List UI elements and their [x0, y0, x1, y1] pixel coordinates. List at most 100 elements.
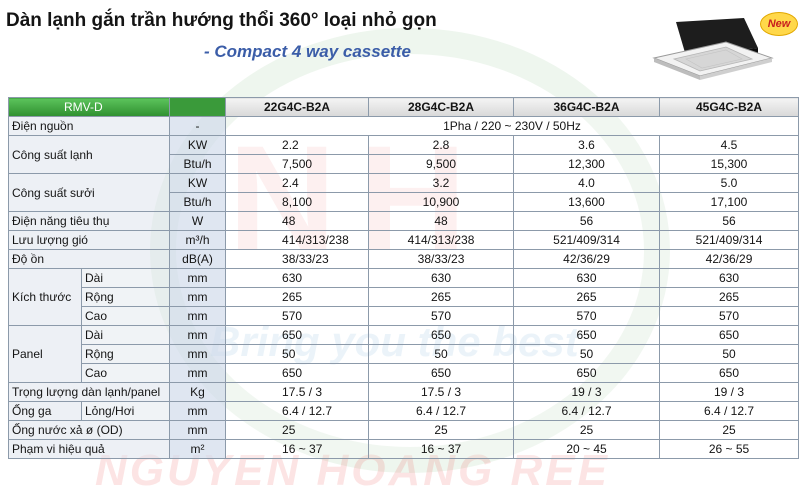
value-cell: 650: [659, 363, 800, 383]
value-cell: 1Pha / 220 ~ 230V / 50Hz: [225, 116, 800, 136]
unit-cell: Btu/h: [169, 154, 227, 174]
table-row: Điện nguồn -1Pha / 220 ~ 230V / 50Hz: [7, 116, 800, 136]
value-cell: 17.5 / 3: [225, 382, 370, 402]
row-sublabel: Dài: [80, 268, 171, 288]
cassette-unit-image: [652, 18, 774, 80]
row-label: Điện nguồn: [7, 116, 171, 136]
row-group-label: Kích thước: [8, 268, 82, 326]
value-cell: 650: [659, 325, 800, 345]
table-header-row: RMV-D 22G4C-B2A 28G4C-B2A 36G4C-B2A 45G4C-B2…: [7, 97, 800, 117]
row-label: Lưu lượng gió: [7, 230, 171, 250]
row-group-label: Panel: [8, 325, 82, 383]
new-badge: New: [760, 12, 798, 36]
unit-cell: mm: [169, 420, 227, 440]
model-name-header: 28G4C-B2A: [368, 97, 515, 117]
table-row: Kích thước Dài mm 630 630 630 630: [8, 268, 800, 326]
page-title: Dàn lạnh gắn trần hướng thổi 360° loại n…: [6, 10, 437, 31]
table-row: Phạm vi hiệu quả m² 16 ~ 37 16 ~ 37 20 ~ 45 2…: [7, 439, 800, 459]
row-sublabel: Cao: [80, 363, 171, 383]
value-cell: 48: [225, 211, 370, 231]
unit-cell: mm: [169, 344, 227, 364]
unit-cell: KW: [169, 173, 227, 193]
row-sublabel: Rộng: [80, 344, 171, 364]
value-cell: 17,100: [659, 192, 800, 212]
row-group-label: Công suất lạnh: [7, 135, 171, 174]
value-cell: 17.5 / 3: [368, 382, 515, 402]
value-cell: 2.4: [225, 173, 370, 193]
value-cell: 50: [659, 344, 800, 364]
value-cell: 19 / 3: [513, 382, 661, 402]
value-cell: 265: [659, 287, 800, 307]
value-cell: 20 ~ 45: [513, 439, 661, 459]
model-name-header: 36G4C-B2A: [513, 97, 661, 117]
spec-table: RMV-D 22G4C-B2A 28G4C-B2A 36G4C-B2A 45G4C-B2…: [7, 97, 800, 459]
table-row: Btu/h 8,100 10,900 13,600 17,100: [9, 192, 800, 212]
row-group-label: Công suất sưởi: [7, 173, 171, 212]
unit-cell: KW: [169, 135, 227, 155]
value-cell: 570: [225, 306, 370, 326]
value-cell: 2.8: [368, 135, 515, 155]
value-cell: 4.5: [659, 135, 800, 155]
value-cell: 56: [659, 211, 800, 231]
value-cell: 38/33/23: [225, 249, 370, 269]
value-cell: 10,900: [368, 192, 515, 212]
value-cell: 42/36/29: [659, 249, 800, 269]
row-sublabel: Dài: [80, 325, 171, 345]
row-sublabel: Lỏng/Hơi: [80, 401, 171, 421]
value-cell: 650: [225, 325, 370, 345]
value-cell: 650: [368, 325, 515, 345]
unit-cell: mm: [169, 287, 227, 307]
value-cell: 7,500: [225, 154, 370, 174]
table-row: Btu/h 7,500 9,500 12,300 15,300: [9, 154, 800, 174]
value-cell: 265: [368, 287, 515, 307]
row-sublabel: Rộng: [80, 287, 171, 307]
value-cell: 521/409/314: [513, 230, 661, 250]
row-label: Phạm vi hiệu quả: [7, 439, 171, 459]
table-row: Công suất sưởi KW 2.4 3.2 4.0 5.0: [7, 173, 800, 212]
unit-cell: mm: [169, 306, 227, 326]
value-cell: 6.4 / 12.7: [368, 401, 515, 421]
value-cell: 6.4 / 12.7: [513, 401, 661, 421]
header-unit-cell: [169, 97, 227, 117]
value-cell: 25: [368, 420, 515, 440]
value-cell: 570: [368, 306, 515, 326]
table-row: Panel Dài mm 650 650 650 650: [8, 325, 800, 383]
value-cell: 6.4 / 12.7: [659, 401, 800, 421]
value-cell: 630: [659, 268, 800, 288]
value-cell: 4.0: [513, 173, 661, 193]
value-cell: 650: [225, 363, 370, 383]
value-cell: 2.2: [225, 135, 370, 155]
table-row: Trọng lượng dàn lạnh/panel Kg 17.5 / 3 17.5…: [7, 382, 800, 402]
unit-cell: Kg: [169, 382, 227, 402]
value-cell: 16 ~ 37: [368, 439, 515, 459]
table-row: Ống ga Lỏng/Hơi mm 6.4 / 12.7 6.4 / 12.7 6.4 …: [8, 401, 800, 421]
value-cell: 630: [368, 268, 515, 288]
value-cell: 56: [513, 211, 661, 231]
value-cell: 50: [368, 344, 515, 364]
table-row: Rộng mm 265 265 265 265: [9, 287, 800, 307]
unit-cell: m²: [169, 439, 227, 459]
value-cell: 570: [659, 306, 800, 326]
value-cell: 50: [225, 344, 370, 364]
row-label: Điện năng tiêu thụ: [7, 211, 171, 231]
value-cell: 25: [513, 420, 661, 440]
value-cell: 5.0: [659, 173, 800, 193]
table-row: Rộng mm 50 50 50 50: [9, 344, 800, 364]
row-label: Độ ồn: [7, 249, 171, 269]
page-subtitle: - Compact 4 way cassette: [204, 42, 411, 61]
model-name-header: 45G4C-B2A: [659, 97, 800, 117]
value-cell: 521/409/314: [659, 230, 800, 250]
table-row: Điện năng tiêu thụ W 48 48 56 56: [7, 211, 800, 231]
value-cell: 19 / 3: [659, 382, 800, 402]
table-row: Cao mm 570 570 570 570: [9, 306, 800, 326]
value-cell: 16 ~ 37: [225, 439, 370, 459]
value-cell: 13,600: [513, 192, 661, 212]
value-cell: 38/33/23: [368, 249, 515, 269]
value-cell: 414/313/238: [225, 230, 370, 250]
unit-cell: -: [169, 116, 227, 136]
value-cell: 630: [513, 268, 661, 288]
table-row: Công suất lạnh KW 2.2 2.8 3.6 4.5: [7, 135, 800, 174]
unit-cell: mm: [169, 363, 227, 383]
row-sublabel: Cao: [80, 306, 171, 326]
value-cell: 8,100: [225, 192, 370, 212]
